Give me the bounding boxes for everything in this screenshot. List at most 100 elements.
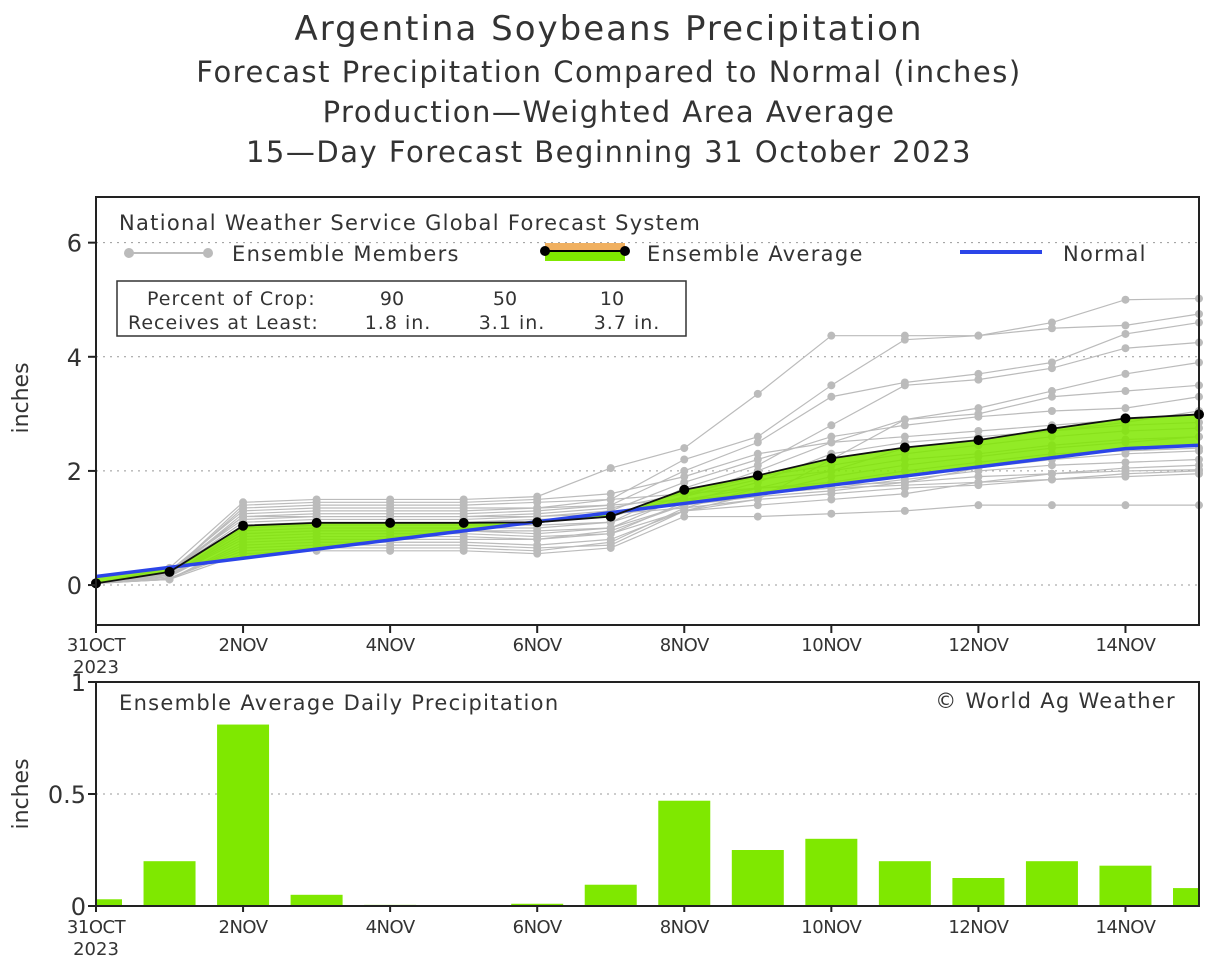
ensemble-member-point — [827, 421, 836, 430]
chart-subtitle-1: Forecast Precipitation Compared to Norma… — [196, 55, 1022, 89]
bottom-x-tick-label: 2NOV — [219, 917, 269, 938]
ensemble-member-point — [239, 509, 248, 518]
daily-bar — [878, 861, 931, 906]
ensemble-member-point — [1121, 458, 1130, 467]
legend-average-swatch — [540, 243, 630, 261]
ensemble-member-point — [1047, 407, 1056, 415]
legend-members-label: Ensemble Members — [232, 242, 460, 266]
ensemble-vs-normal-fill — [96, 414, 1199, 584]
legend-normal-label: Normal — [1063, 242, 1147, 266]
ensemble-member-point — [1047, 501, 1056, 510]
ensemble-member-point — [753, 455, 762, 464]
ensemble-member-point — [459, 541, 468, 550]
ensemble-member-point — [459, 501, 468, 510]
ensemble-member-point — [386, 506, 395, 515]
ensemble-member-point — [312, 506, 321, 515]
ensemble-member-point — [827, 438, 836, 447]
ensemble-member-point — [1047, 461, 1056, 470]
model-label: National Weather Service Global Forecast… — [119, 211, 701, 235]
ensemble-member-point — [753, 389, 762, 398]
ensemble-member-point — [606, 489, 615, 498]
ensemble-average-point — [752, 470, 763, 481]
chart-title-block: Argentina Soybeans Precipitation Forecas… — [0, 6, 1218, 172]
ensemble-member-point — [974, 404, 983, 413]
crop-row1-label: Percent of Crop: — [147, 288, 316, 310]
bottom-y-axis-label: inches — [9, 758, 34, 829]
ensemble-member-point — [1121, 449, 1130, 458]
ensemble-member-point — [680, 472, 689, 481]
ensemble-member-line — [95, 469, 1200, 584]
bottom-x-tick-year: 2023 — [73, 939, 119, 960]
normal-line — [95, 443, 1200, 579]
ensemble-member-line — [95, 473, 1200, 584]
daily-bar — [290, 894, 343, 906]
ensemble-member-point — [974, 412, 983, 421]
ensemble-member-point — [1121, 387, 1130, 396]
ensemble-member-point — [1121, 329, 1130, 338]
ensemble-average-group — [91, 409, 1204, 589]
ensemble-member-point — [1121, 344, 1130, 353]
ensemble-member-point — [827, 381, 836, 390]
ensemble-average-point — [826, 453, 837, 464]
ensemble-average-line — [95, 413, 1200, 585]
normal-line-group — [95, 443, 1200, 579]
daily-bars — [96, 724, 1199, 907]
legend-members-swatch — [124, 248, 213, 258]
ensemble-member-point — [1121, 321, 1130, 330]
ensemble-member-point — [533, 526, 542, 535]
ensemble-member-point — [1121, 501, 1130, 510]
ensemble-member-point — [1047, 318, 1056, 327]
ensemble-member-point — [753, 438, 762, 447]
top-y-tick-label: 6 — [67, 230, 82, 258]
ensemble-member-point — [680, 444, 689, 453]
bottom-x-tick-label: 14NOV — [1095, 917, 1156, 938]
ensemble-member-point — [974, 375, 983, 384]
credit-text: © World Ag Weather — [935, 689, 1176, 713]
ensemble-member-line — [95, 413, 1200, 584]
ensemble-average-point — [899, 442, 910, 453]
ensemble-member-point — [974, 369, 983, 378]
ensemble-average-point — [605, 511, 616, 522]
top-y-tick-label: 0 — [67, 572, 82, 600]
daily-bar — [511, 903, 564, 906]
crop-percent-50: 50 — [493, 288, 517, 310]
ensemble-member-point — [900, 478, 909, 487]
ensemble-member-point — [680, 455, 689, 464]
top-y-ticks: 0 2 4 6 — [67, 230, 96, 600]
top-x-tick-label: 14NOV — [1095, 635, 1156, 656]
ensemble-member-point — [827, 486, 836, 495]
ensemble-member-point — [900, 489, 909, 498]
crop-row2-label: Receives at Least: — [128, 312, 319, 334]
ensemble-member-point — [606, 501, 615, 510]
ensemble-member-point — [974, 478, 983, 487]
ensemble-member-point — [1047, 364, 1056, 373]
ensemble-member-point — [827, 392, 836, 401]
bottom-y-tick-label: 0 — [71, 893, 86, 921]
ensemble-member-point — [753, 449, 762, 458]
ensemble-member-point — [1047, 324, 1056, 333]
ensemble-average-point — [973, 435, 984, 446]
ensemble-member-point — [900, 506, 909, 515]
ensemble-member-point — [312, 501, 321, 510]
ensemble-member-point — [386, 546, 395, 555]
ensemble-member-point — [606, 535, 615, 544]
ensemble-member-point — [900, 415, 909, 424]
ensemble-member-point — [1047, 358, 1056, 367]
top-plot-frame — [95, 196, 1200, 626]
ensemble-member-point — [533, 543, 542, 552]
ensemble-member-point — [1121, 295, 1130, 304]
top-x-tick-label: 2NOV — [219, 635, 269, 656]
ensemble-member-point — [974, 501, 983, 510]
ensemble-average-point — [458, 517, 469, 528]
daily-bar — [217, 724, 270, 906]
daily-bar — [96, 899, 122, 906]
daily-bar — [658, 800, 711, 906]
ensemble-member-point — [533, 535, 542, 544]
ensemble-member-point — [680, 466, 689, 475]
top-y-tick-label: 4 — [67, 344, 82, 372]
top-x-tick-label: 6NOV — [513, 635, 563, 656]
ensemble-member-point — [900, 381, 909, 390]
